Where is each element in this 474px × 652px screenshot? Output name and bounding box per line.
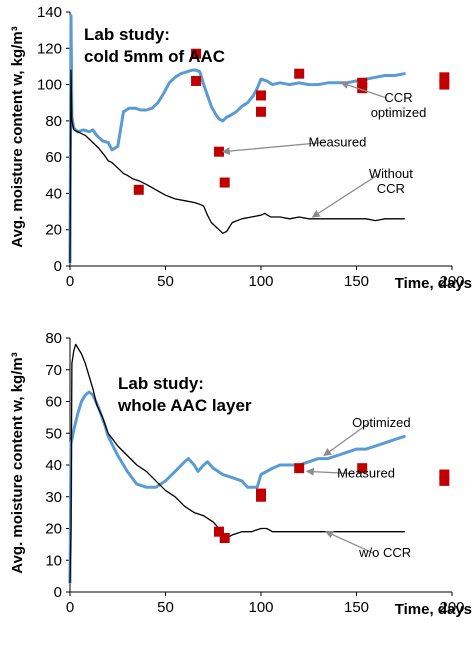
y-tick-label: 80	[45, 330, 62, 347]
annotation-label: w/o CCR	[358, 545, 411, 560]
annotation-label: Measured	[337, 466, 395, 481]
x-tick-label: 50	[157, 599, 174, 616]
measured-point	[294, 463, 305, 474]
measured-point	[357, 463, 368, 474]
y-axis-title: Avg. moisture content w, kg/m³	[9, 26, 26, 247]
measured-point	[213, 146, 224, 157]
measured-point	[439, 469, 450, 480]
chart-title: Lab study:	[84, 25, 170, 44]
measured-point	[439, 475, 450, 486]
y-tick-label: 50	[45, 425, 62, 442]
x-axis-title: Time, days	[395, 601, 472, 618]
annotation-label: Optimized	[352, 415, 411, 430]
annotation-arrow	[340, 81, 387, 99]
y-tick-label: 10	[45, 552, 62, 569]
measured-point	[219, 177, 230, 188]
series-line-without-ccr	[69, 69, 405, 264]
x-axis-title: Time, days	[395, 275, 472, 292]
x-tick-label: 150	[344, 599, 369, 616]
measured-point	[256, 491, 266, 502]
annotation-arrow	[305, 467, 355, 476]
x-tick-label: 200	[439, 599, 464, 616]
x-tick-label: 100	[248, 273, 273, 290]
y-tick-label: 0	[54, 584, 62, 601]
y-tick-label: 70	[45, 362, 62, 379]
measured-point	[357, 83, 368, 94]
measured-point	[439, 72, 450, 83]
annotation-arrow	[323, 422, 370, 457]
y-tick-label: 0	[54, 258, 62, 275]
measured-point	[256, 106, 266, 117]
series-line-optimized	[68, 390, 406, 584]
y-tick-label: 30	[45, 489, 62, 506]
measured-point	[213, 526, 224, 537]
x-tick-label: 200	[439, 273, 464, 290]
y-tick-label: 20	[45, 222, 62, 239]
chart-title: whole AAC layer	[117, 396, 252, 415]
measured-point	[191, 48, 202, 59]
measured-point	[256, 90, 266, 101]
y-tick-label: 60	[45, 149, 62, 166]
x-tick-label: 150	[344, 273, 369, 290]
x-tick-label: 100	[248, 599, 273, 616]
measured-point	[191, 75, 202, 86]
chart-title: cold 5mm of AAC	[84, 47, 225, 66]
y-tick-label: 20	[45, 521, 62, 538]
annotation-arrow	[325, 530, 374, 554]
annotation-label: CCR	[377, 181, 405, 196]
y-tick-label: 120	[37, 40, 62, 57]
annotation-label: Without	[369, 166, 413, 181]
measured-point	[133, 184, 144, 195]
annotation-label: optimized	[371, 105, 427, 120]
measured-point	[439, 79, 450, 90]
measured-point	[219, 533, 230, 544]
annotation-label: Measured	[308, 134, 366, 149]
annotation-label: CCR	[384, 90, 412, 105]
measured-point	[357, 77, 368, 88]
y-tick-label: 40	[45, 185, 62, 202]
chart-title: Lab study:	[118, 374, 204, 393]
annotation-arrow	[311, 173, 380, 218]
measured-point	[294, 68, 305, 79]
series-line-optimized	[68, 14, 406, 264]
y-tick-label: 40	[45, 457, 62, 474]
y-axis-title: Avg. moisture content w, kg/m³	[9, 352, 26, 573]
x-tick-label: 0	[66, 599, 74, 616]
y-tick-label: 100	[37, 77, 62, 94]
y-tick-label: 60	[45, 394, 62, 411]
x-tick-label: 0	[66, 273, 74, 290]
y-tick-label: 140	[37, 4, 62, 21]
annotation-arrow	[221, 141, 326, 156]
y-tick-label: 80	[45, 113, 62, 130]
x-tick-label: 50	[157, 273, 174, 290]
